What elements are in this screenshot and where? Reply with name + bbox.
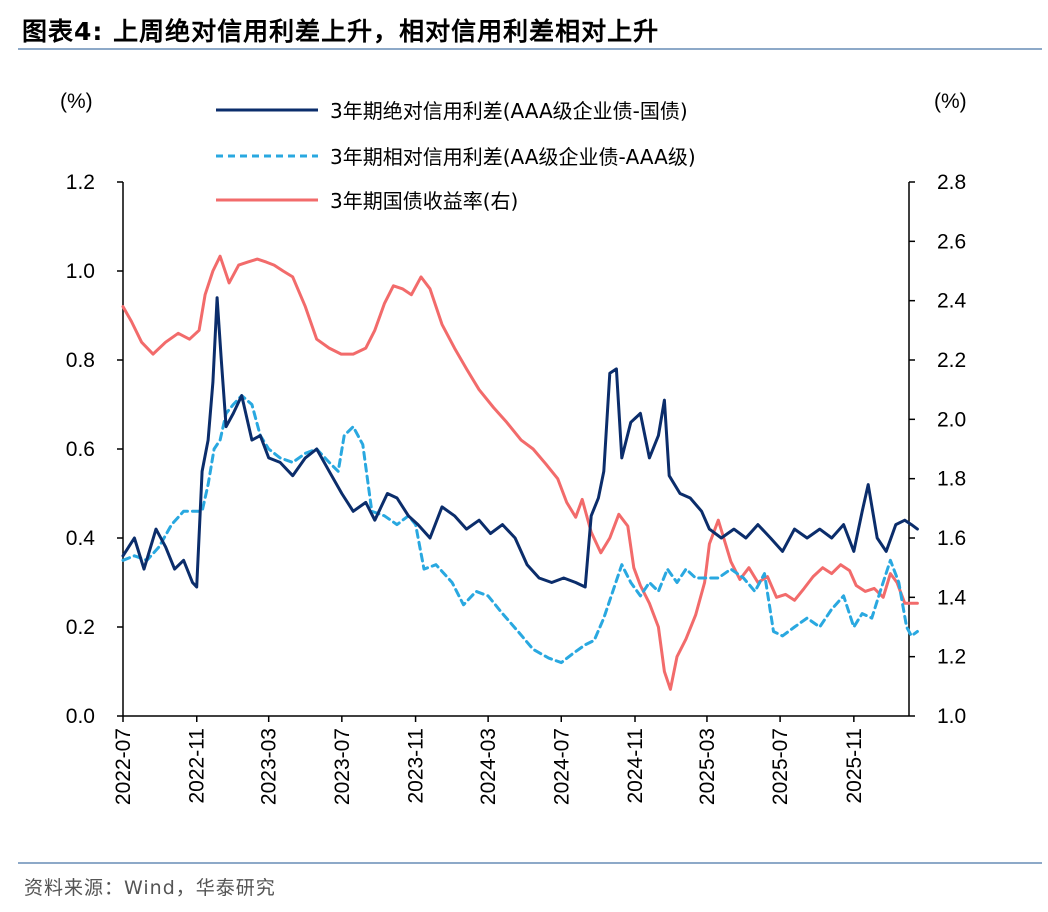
x-tick-label: 2025-07 bbox=[769, 728, 792, 805]
left-tick-label: 0.6 bbox=[66, 438, 95, 461]
series-line-treasury-yield bbox=[121, 254, 919, 691]
x-tick-label: 2024-03 bbox=[477, 728, 500, 805]
chart-axes: 0.0 0.2 0.4 0.6 0.8 1.0 1.2 1.0 1.2 1.4 1.6 1.8 2.0 2… bbox=[60, 90, 967, 805]
source-divider bbox=[18, 862, 1042, 864]
left-tick-label: 1.0 bbox=[66, 260, 95, 283]
left-tick-label: 0.4 bbox=[66, 527, 96, 550]
series-line-rel-spread bbox=[121, 394, 919, 665]
series-line-abs-spread bbox=[121, 296, 919, 589]
right-tick-label: 1.4 bbox=[937, 586, 967, 609]
right-tick-label: 1.6 bbox=[937, 527, 966, 550]
x-tick-label: 2024-11 bbox=[624, 728, 647, 804]
series-layer bbox=[121, 254, 919, 691]
right-tick-label: 2.2 bbox=[937, 349, 966, 372]
right-axis-unit: (%) bbox=[934, 90, 967, 113]
right-tick-label: 2.6 bbox=[937, 230, 966, 253]
x-tick-label: 2023-11 bbox=[405, 728, 428, 804]
x-tick-label: 2025-11 bbox=[843, 728, 866, 804]
left-tick-label: 0.2 bbox=[66, 616, 95, 639]
chart-title: 图表4: 上周绝对信用利差上升，相对信用利差相对上升 bbox=[22, 17, 660, 46]
legend-label: 3年期绝对信用利差(AAA级企业债-国债) bbox=[330, 99, 688, 123]
chart-legend: 3年期绝对信用利差(AAA级企业债-国债) 3年期相对信用利差(AA级企业债-AA… bbox=[216, 99, 696, 213]
left-tick-label: 1.2 bbox=[66, 171, 95, 194]
left-axis-unit: (%) bbox=[60, 90, 93, 113]
left-tick-label: 0.0 bbox=[66, 705, 95, 728]
title-divider bbox=[18, 48, 1042, 50]
right-tick-label: 1.2 bbox=[937, 646, 966, 669]
right-tick-label: 1.8 bbox=[937, 468, 966, 491]
x-tick-label: 2025-03 bbox=[696, 728, 719, 805]
left-tick-label: 0.8 bbox=[66, 349, 95, 372]
right-tick-label: 2.8 bbox=[937, 171, 966, 194]
right-tick-label: 1.0 bbox=[937, 705, 966, 728]
x-tick-label: 2023-03 bbox=[258, 728, 281, 805]
x-tick-label: 2023-07 bbox=[331, 728, 354, 805]
source-note: 资料来源：Wind，华泰研究 bbox=[24, 877, 276, 899]
legend-label: 3年期国债收益率(右) bbox=[330, 189, 518, 213]
legend-label: 3年期相对信用利差(AA级企业债-AAA级) bbox=[330, 145, 696, 169]
x-tick-label: 2024-07 bbox=[550, 728, 573, 805]
right-tick-label: 2.4 bbox=[937, 290, 967, 313]
x-tick-label: 2022-11 bbox=[186, 728, 209, 804]
x-tick-label: 2022-07 bbox=[112, 728, 135, 805]
right-tick-label: 2.0 bbox=[937, 408, 966, 431]
